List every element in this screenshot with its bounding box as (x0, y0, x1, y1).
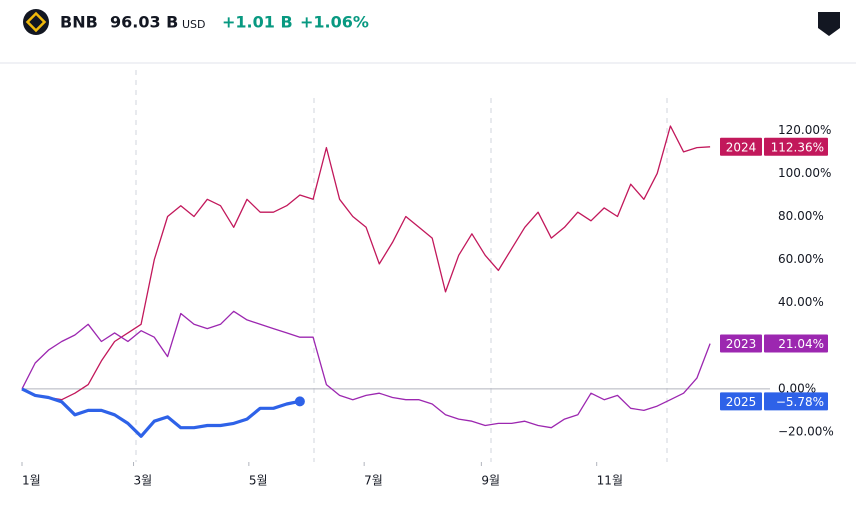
series-line (21, 125, 711, 401)
coin-logo (23, 9, 49, 35)
currency: USD (182, 18, 206, 31)
vertical-grid (135, 70, 668, 462)
brand-icon[interactable] (818, 12, 840, 36)
x-tick-label: 3월 (134, 474, 153, 488)
y-tick-label: 40.00% (778, 295, 824, 309)
y-tick-label: −20.00% (778, 424, 834, 438)
y-tick-label: 120.00% (778, 123, 831, 137)
x-tick-label: 5월 (249, 474, 268, 488)
last-point (294, 396, 305, 407)
series-tag (720, 334, 762, 353)
series-name: 2025 (726, 395, 757, 409)
series-line (21, 310, 711, 429)
x-tick-label: 1월 (22, 474, 41, 488)
y-tick-label: 100.00% (778, 166, 831, 180)
header: BNB 96.03 B USD +1.01 B +1.06% (0, 9, 856, 64)
series-tag (720, 137, 762, 156)
x-tick-label: 9월 (481, 474, 500, 488)
x-tick-label: 7월 (364, 474, 383, 488)
series-tag (720, 392, 762, 411)
coin-logo-mark (25, 11, 47, 33)
series-line (21, 387, 301, 438)
value-tag (764, 137, 828, 156)
change-percent: +1.06% (300, 13, 369, 32)
series-name: 2023 (726, 337, 757, 351)
value-label: 21.04% (778, 337, 824, 351)
y-tick-label: 60.00% (778, 252, 824, 266)
market-cap: 96.03 B (110, 13, 178, 32)
y-tick-label: 0.00% (778, 381, 816, 395)
x-tick-label: 11월 (597, 474, 623, 488)
value-tag (764, 334, 828, 353)
series-name: 2024 (726, 140, 757, 154)
value-label: 112.36% (771, 140, 824, 154)
change: +1.01 B (222, 13, 293, 32)
value-label: −5.78% (776, 395, 824, 409)
y-tick-label: 80.00% (778, 209, 824, 223)
value-tag (764, 392, 828, 411)
symbol: BNB (60, 13, 98, 32)
